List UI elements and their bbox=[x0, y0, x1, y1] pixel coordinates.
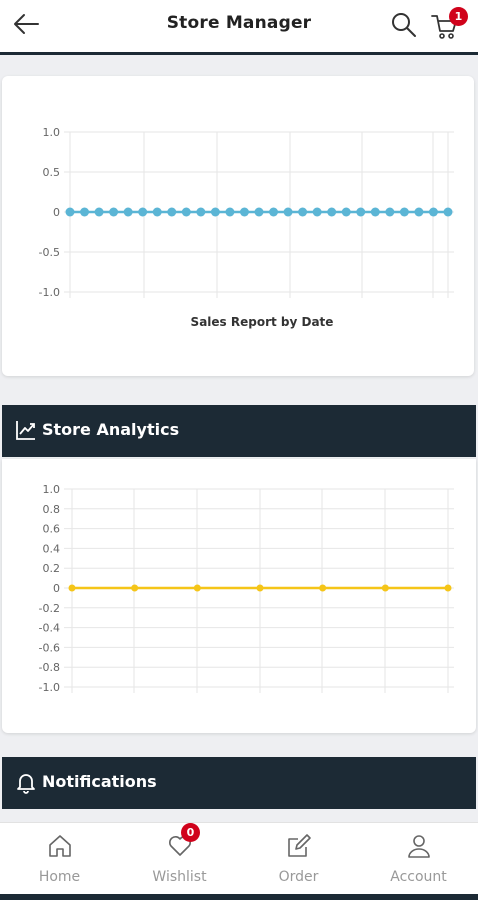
y-tick-label: -0.2 bbox=[39, 602, 60, 615]
data-point[interactable] bbox=[381, 584, 389, 592]
data-point[interactable] bbox=[443, 207, 453, 217]
y-tick-label: 0.2 bbox=[43, 562, 61, 575]
data-point[interactable] bbox=[327, 207, 337, 217]
y-tick-label: 0.5 bbox=[43, 166, 61, 179]
search-icon[interactable] bbox=[390, 11, 418, 39]
data-point[interactable] bbox=[414, 207, 424, 217]
cart-count-badge: 1 bbox=[449, 7, 468, 26]
app-header: Store Manager 1 bbox=[0, 0, 478, 55]
data-point[interactable] bbox=[68, 584, 76, 592]
wishlist-count-badge: 0 bbox=[181, 823, 200, 842]
data-point[interactable] bbox=[444, 584, 452, 592]
data-point[interactable] bbox=[196, 207, 206, 217]
home-icon bbox=[49, 835, 71, 857]
sales-report-card: 1.0 0.5 0 -0.5 -1.0 Sales Report by Date bbox=[2, 76, 474, 376]
y-tick-label: 0.8 bbox=[43, 503, 61, 516]
data-point[interactable] bbox=[319, 584, 327, 592]
y-tick-label: -0.4 bbox=[39, 622, 60, 635]
notifications-title: Notifications bbox=[42, 772, 157, 791]
data-point[interactable] bbox=[254, 207, 264, 217]
nav-account[interactable]: Account bbox=[359, 823, 478, 895]
data-point[interactable] bbox=[370, 207, 380, 217]
data-point[interactable] bbox=[109, 207, 119, 217]
bottom-navigation: Home 0 Wishlist Order Account bbox=[0, 822, 478, 895]
nav-wishlist-label: Wishlist bbox=[152, 869, 207, 885]
page-title: Store Manager bbox=[166, 13, 312, 33]
y-tick-label: 0 bbox=[53, 582, 60, 595]
data-point[interactable] bbox=[283, 207, 293, 217]
y-tick-label: 1.0 bbox=[43, 483, 61, 496]
data-point[interactable] bbox=[138, 207, 148, 217]
data-point[interactable] bbox=[341, 207, 351, 217]
data-point[interactable] bbox=[385, 207, 395, 217]
edit-icon bbox=[288, 834, 311, 857]
y-tick-label: -0.6 bbox=[39, 641, 60, 654]
data-point[interactable] bbox=[269, 207, 279, 217]
sales-report-chart: 1.0 0.5 0 -0.5 -1.0 Sales Report by Date bbox=[39, 126, 454, 329]
data-point[interactable] bbox=[298, 207, 308, 217]
user-icon bbox=[408, 835, 430, 858]
notifications-header[interactable]: Notifications bbox=[2, 757, 476, 809]
data-point[interactable] bbox=[181, 207, 191, 217]
data-point[interactable] bbox=[225, 207, 235, 217]
data-point[interactable] bbox=[193, 584, 201, 592]
data-point[interactable] bbox=[428, 207, 438, 217]
nav-wishlist[interactable]: 0 Wishlist bbox=[120, 823, 239, 895]
nav-account-label: Account bbox=[390, 869, 447, 885]
data-point[interactable] bbox=[312, 207, 322, 217]
nav-home[interactable]: Home bbox=[0, 823, 119, 895]
data-point[interactable] bbox=[65, 207, 75, 217]
chart-title: Sales Report by Date bbox=[191, 315, 334, 329]
data-point[interactable] bbox=[123, 207, 133, 217]
y-tick-label: -0.8 bbox=[39, 661, 60, 674]
data-point[interactable] bbox=[131, 584, 139, 592]
data-point[interactable] bbox=[80, 207, 90, 217]
data-point[interactable] bbox=[399, 207, 409, 217]
y-tick-label: -1.0 bbox=[39, 286, 60, 299]
system-bar bbox=[0, 894, 478, 900]
trending-up-icon bbox=[16, 421, 35, 440]
data-point[interactable] bbox=[94, 207, 104, 217]
data-point[interactable] bbox=[167, 207, 177, 217]
store-analytics-header: Store Analytics bbox=[2, 405, 476, 457]
y-tick-label: -0.5 bbox=[39, 246, 60, 259]
store-analytics-chart: 1.0 0.8 0.6 0.4 0.2 0 -0.2 -0.4 -0.6 -0.8 -1.0 bbox=[39, 483, 454, 694]
store-analytics-title: Store Analytics bbox=[42, 420, 180, 439]
y-tick-label: -1.0 bbox=[39, 681, 60, 694]
back-arrow-icon[interactable] bbox=[12, 12, 40, 36]
data-point[interactable] bbox=[239, 207, 249, 217]
y-tick-label: 0.6 bbox=[43, 523, 61, 536]
data-point[interactable] bbox=[256, 584, 264, 592]
data-point[interactable] bbox=[210, 207, 220, 217]
cart-button[interactable]: 1 bbox=[430, 7, 470, 42]
heart-icon bbox=[169, 836, 191, 856]
nav-home-label: Home bbox=[38, 869, 81, 885]
y-tick-label: 0.4 bbox=[43, 542, 61, 555]
store-analytics-card: 1.0 0.8 0.6 0.4 0.2 0 -0.2 -0.4 -0.6 -0.8 -1.0 bbox=[2, 459, 476, 733]
y-tick-label: 0 bbox=[53, 206, 60, 219]
nav-order[interactable]: Order bbox=[239, 823, 358, 895]
data-point[interactable] bbox=[356, 207, 366, 217]
y-tick-label: 1.0 bbox=[43, 126, 61, 139]
data-point[interactable] bbox=[152, 207, 162, 217]
bell-icon bbox=[17, 774, 35, 794]
nav-order-label: Order bbox=[278, 869, 319, 885]
